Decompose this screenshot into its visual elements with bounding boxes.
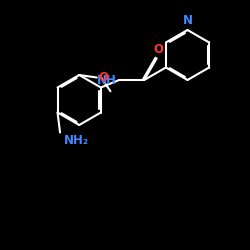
Text: NH: NH	[97, 74, 117, 86]
Text: N: N	[182, 14, 192, 27]
Text: O: O	[153, 43, 163, 56]
Text: O: O	[99, 71, 109, 84]
Text: NH₂: NH₂	[64, 134, 89, 147]
